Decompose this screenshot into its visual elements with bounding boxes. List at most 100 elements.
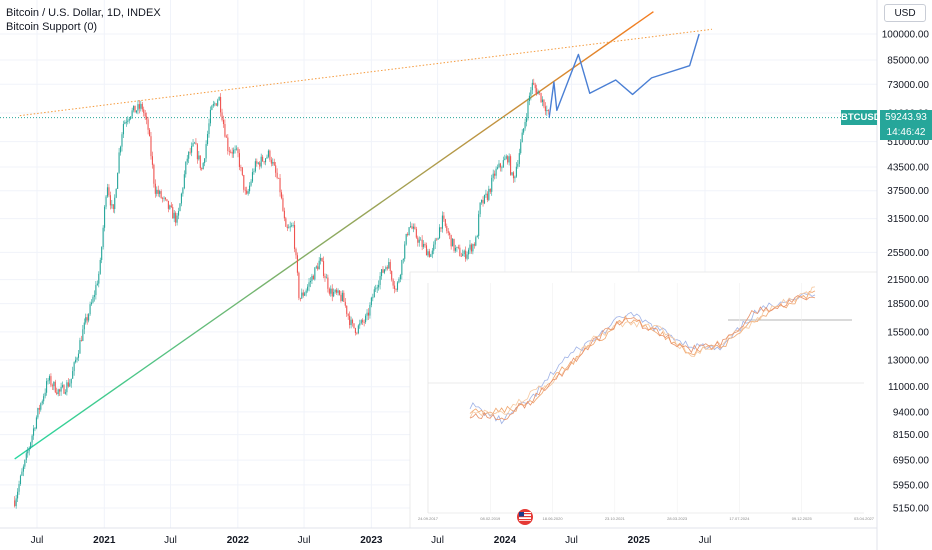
candle-body [60,386,62,392]
price-tick-label: 31500.00 [887,214,929,225]
candle-body [502,160,504,168]
candle-body [198,155,200,160]
candle-body [118,152,120,173]
candle-body [109,195,111,206]
candle-body [183,174,185,189]
candle-body [83,322,85,330]
candle-body [19,475,22,485]
candle-body [114,197,116,210]
candle-body [457,246,459,248]
candle-body [546,110,548,112]
candle-body [51,385,53,387]
candle-body [453,238,455,251]
candle-body [256,161,258,164]
candle-body [344,301,346,306]
candle-body [547,110,549,112]
candle-body [160,191,162,198]
candle-body [446,226,448,232]
candle-body [138,104,140,109]
candle-body [524,122,526,129]
candle-body [488,188,490,200]
inset-tick-label: 18.06.2020 [543,516,564,521]
candle-body [206,134,209,145]
inset-tick-label: 03.04.2027 [854,516,875,521]
support-trendline[interactable] [14,11,654,460]
candle-body [440,227,442,229]
candle-body [40,403,42,410]
candle-body [61,385,64,387]
candle-body [427,251,429,256]
candle-body [462,254,464,257]
candle-body [104,206,106,228]
time-axis[interactable]: Jul 2021 Jul 2022 Jul 2023 Jul 2024 Jul 2025 Jul [31,535,712,546]
candle-body [388,262,390,269]
candle-body [185,161,187,175]
candle-body [336,289,338,293]
candle-body [163,197,165,199]
candle-body [76,357,78,360]
candle-body [188,151,190,159]
candle-body [157,189,159,194]
projection-line[interactable] [548,33,700,118]
candle-body [162,197,164,199]
candle-body [433,244,435,251]
candle-body [220,97,222,113]
candle-body [354,328,356,333]
candle-body [528,95,530,102]
candle-body [318,260,320,270]
candle-body [450,234,452,247]
candle-body [304,293,306,296]
candle-body [264,158,267,163]
candle-body [222,120,225,125]
candle-body [88,314,90,321]
candle-body [295,248,297,256]
candle-body [418,239,420,243]
candle-body [298,272,300,298]
candle-body [59,389,61,392]
candle-body [175,212,177,223]
candle-body [153,164,155,184]
candle-body [228,150,230,152]
candle-body [276,172,278,178]
candle-body [482,199,484,204]
inset-tick-label: 08.02.2019 [480,516,501,521]
candle-body [115,188,117,198]
candle-body [512,172,515,179]
candle-body [119,146,122,153]
candle-body [407,233,409,235]
candle-body [106,187,109,197]
candle-body [204,158,206,164]
candle-body [208,123,210,135]
candle-body [314,267,316,280]
candle-body [269,150,271,160]
candle-body [227,137,229,151]
candle-body [221,112,223,121]
candle-body [201,168,203,170]
candle-body [460,256,462,257]
price-axis[interactable]: 5150.00 5950.00 6950.00 8150.00 9400.00 11000… [882,30,930,515]
candle-body [537,91,539,95]
candle-body [417,237,419,243]
candle-body [340,294,342,302]
candle-body [333,291,335,297]
time-tick-label: Jul [699,535,712,546]
price-tick-label: 15500.00 [887,327,929,338]
candle-body [401,260,403,275]
candle-body [28,447,30,452]
candle-body [315,266,317,268]
price-tick-label: 37500.00 [887,186,929,197]
candle-body [259,162,261,167]
candle-body [24,459,26,467]
indicator-label[interactable]: Bitcoin Support (0) [6,21,98,33]
candle-body [486,193,488,200]
candle-body [25,453,27,460]
candle-body [536,88,538,95]
candle-body [121,134,123,147]
candle-body [275,165,277,173]
candle-body [195,142,197,145]
candle-body [404,244,406,259]
resistance-trendline[interactable] [19,28,713,117]
candle-body [499,163,501,168]
currency-button[interactable]: USD [884,4,926,22]
